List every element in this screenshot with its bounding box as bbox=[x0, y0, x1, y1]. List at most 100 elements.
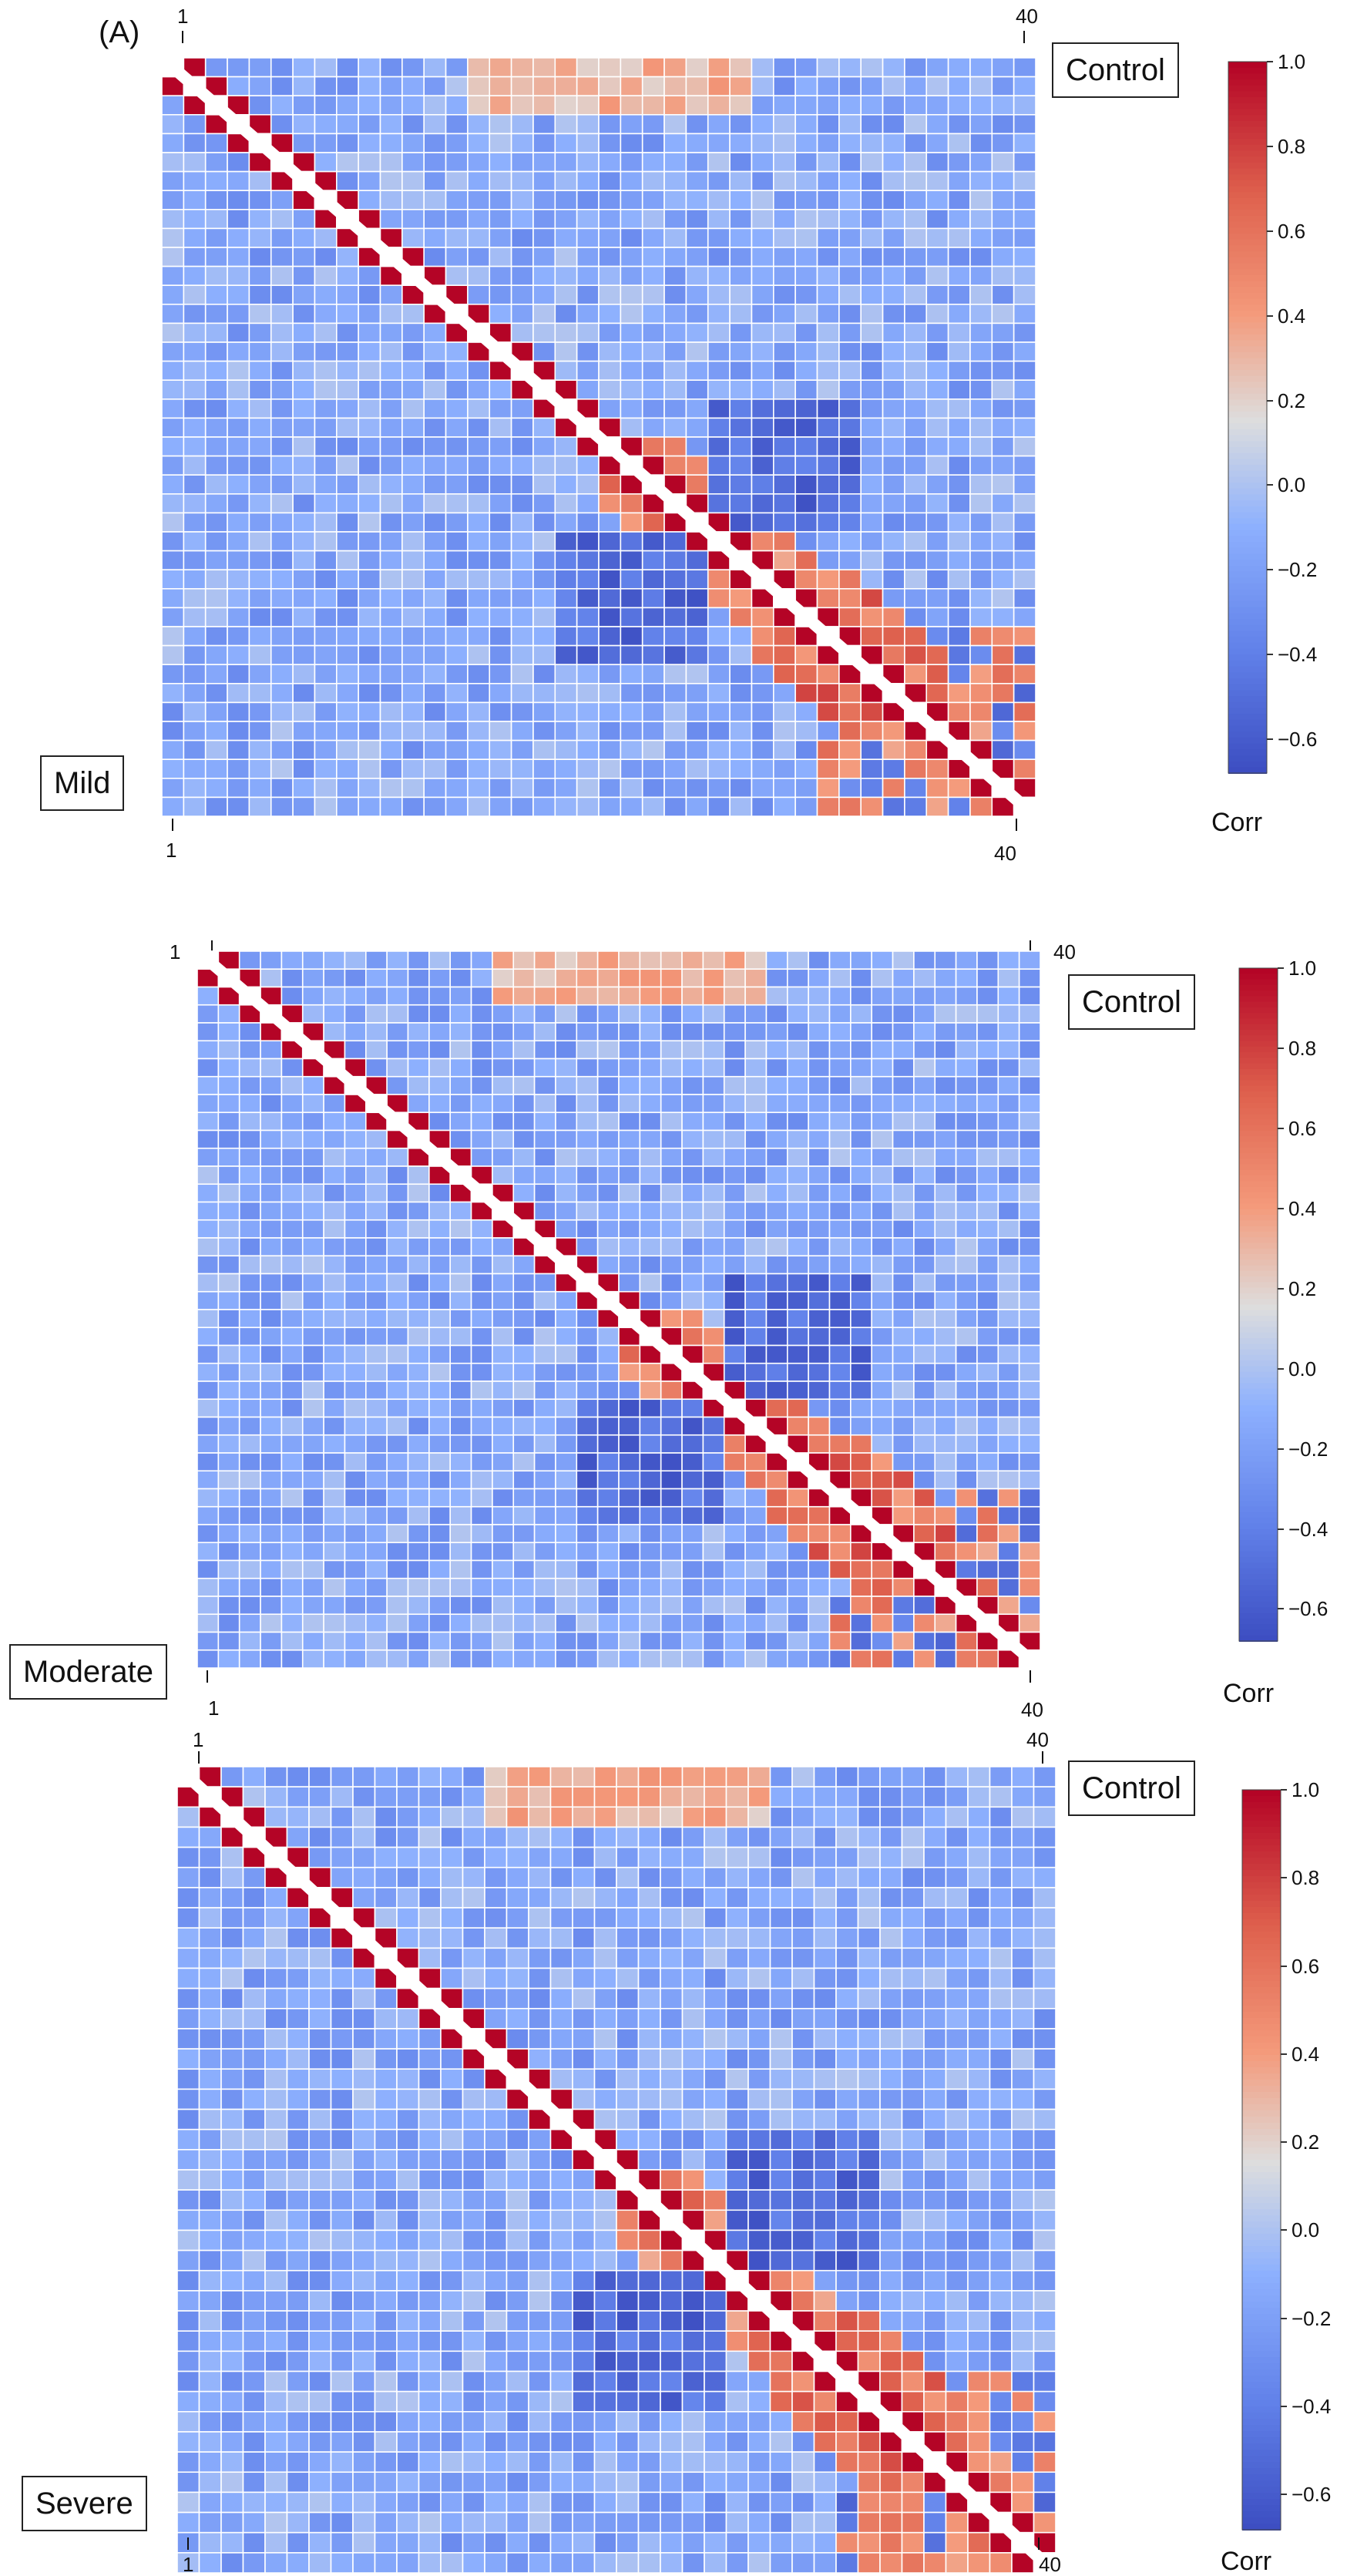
heatmap-cell bbox=[725, 2028, 749, 2050]
heatmap-cell bbox=[816, 303, 840, 325]
heatmap-cell bbox=[445, 398, 469, 419]
heatmap-cell bbox=[407, 1165, 430, 1185]
heatmap-cell bbox=[467, 284, 491, 305]
heatmap-cell bbox=[220, 1927, 244, 1949]
heatmap-cell bbox=[707, 170, 731, 192]
heatmap-cell bbox=[729, 57, 753, 78]
heatmap-cell bbox=[794, 303, 818, 325]
heatmap-cell bbox=[336, 587, 359, 609]
colorbar-segment bbox=[1239, 974, 1278, 980]
heatmap-cell bbox=[344, 1631, 367, 1651]
heatmap-cell bbox=[616, 2471, 640, 2494]
heatmap-cell bbox=[639, 1416, 662, 1436]
heatmap-cell bbox=[323, 950, 346, 970]
heatmap-cell bbox=[857, 2088, 881, 2110]
heatmap-cell bbox=[828, 1524, 852, 1544]
heatmap-cell bbox=[227, 341, 250, 362]
heatmap-cell bbox=[467, 493, 491, 514]
heatmap-cell bbox=[660, 2249, 684, 2272]
heatmap-cell bbox=[904, 95, 928, 116]
heatmap-cell bbox=[934, 1022, 957, 1042]
heatmap-cell bbox=[955, 1488, 978, 1508]
heatmap-cell bbox=[969, 493, 993, 514]
heatmap-cell bbox=[204, 303, 228, 325]
colorbar-segment bbox=[1239, 1097, 1278, 1104]
heatmap-cell bbox=[301, 1129, 324, 1149]
heatmap-cell bbox=[813, 2491, 837, 2514]
heatmap-cell bbox=[440, 1927, 464, 1949]
heatmap-cell bbox=[765, 1183, 788, 1203]
heatmap-cell bbox=[923, 1866, 947, 1888]
heatmap-cell bbox=[828, 1183, 852, 1203]
heatmap-cell bbox=[1033, 2390, 1056, 2413]
heatmap-cell bbox=[723, 1344, 746, 1364]
heatmap-cell bbox=[512, 1058, 536, 1078]
heatmap-cell bbox=[176, 2189, 200, 2211]
heatmap-cell bbox=[238, 1488, 261, 1508]
heatmap-cell bbox=[871, 1219, 894, 1239]
heatmap-cell bbox=[685, 796, 709, 817]
heatmap-cell bbox=[374, 2471, 398, 2494]
heatmap-cell bbox=[407, 1631, 430, 1651]
heatmap-cell bbox=[365, 950, 388, 970]
heatmap-cell bbox=[660, 2350, 684, 2373]
heatmap-cell bbox=[813, 1766, 837, 1787]
heatmap-cell bbox=[264, 2048, 288, 2070]
heatmap-cell bbox=[204, 227, 228, 248]
heatmap-cell bbox=[751, 531, 774, 552]
heatmap-cell bbox=[729, 474, 753, 495]
heatmap-cell bbox=[301, 1649, 324, 1669]
heatmap-cell bbox=[510, 455, 534, 476]
heatmap-cell bbox=[882, 152, 905, 173]
heatmap-cell bbox=[217, 1362, 240, 1382]
heatmap-cell bbox=[396, 2189, 420, 2211]
colorbar-segment bbox=[1228, 287, 1267, 294]
heatmap-cell bbox=[449, 1488, 472, 1508]
heatmap-cell bbox=[449, 1129, 472, 1149]
heatmap-cell bbox=[428, 1362, 452, 1382]
heatmap-cell bbox=[729, 664, 753, 684]
heatmap-cell bbox=[555, 1649, 578, 1669]
heatmap-cell bbox=[533, 1416, 556, 1436]
heatmap-cell bbox=[554, 493, 578, 514]
heatmap-cell bbox=[685, 664, 709, 684]
heatmap-cell bbox=[344, 1542, 367, 1562]
heatmap-cell bbox=[934, 1524, 957, 1544]
heatmap-cell bbox=[330, 1806, 354, 1828]
heatmap-cell bbox=[280, 1434, 304, 1454]
colorbar-segment bbox=[1239, 1568, 1278, 1575]
heatmap-cell bbox=[660, 2471, 684, 2494]
heatmap-cell bbox=[1033, 2471, 1056, 2494]
heatmap-cell bbox=[681, 2451, 705, 2473]
heatmap-cell bbox=[816, 360, 840, 382]
heatmap-cell bbox=[197, 1596, 220, 1616]
colorbar-tick-mark bbox=[1278, 967, 1284, 969]
heatmap-cell bbox=[1018, 968, 1041, 988]
heatmap-cell bbox=[510, 682, 534, 704]
heatmap-cell bbox=[344, 1577, 367, 1597]
heatmap-cell bbox=[532, 190, 556, 210]
heatmap-cell bbox=[401, 721, 425, 742]
heatmap-cell bbox=[892, 1505, 915, 1525]
heatmap-cell bbox=[707, 607, 731, 627]
heatmap-cell bbox=[220, 2028, 244, 2050]
heatmap-cell bbox=[616, 1786, 640, 1808]
heatmap-cell bbox=[292, 227, 316, 248]
heatmap-cell bbox=[161, 644, 185, 665]
heatmap-cell bbox=[794, 493, 818, 514]
heatmap-cell bbox=[725, 1846, 749, 1868]
heatmap-cell bbox=[838, 247, 862, 267]
heatmap-cell bbox=[616, 2330, 640, 2352]
heatmap-cell bbox=[301, 1470, 324, 1490]
heatmap-cell bbox=[470, 1524, 493, 1544]
heatmap-cell bbox=[913, 1058, 936, 1078]
colorbar-segment bbox=[1228, 701, 1267, 709]
heatmap-cell bbox=[813, 2390, 837, 2413]
heatmap-cell bbox=[576, 1165, 599, 1185]
heatmap-cell bbox=[467, 796, 491, 817]
heatmap-cell bbox=[816, 341, 840, 362]
heatmap-cell bbox=[747, 2028, 771, 2050]
heatmap-cell bbox=[489, 550, 512, 570]
heatmap-cell bbox=[554, 133, 578, 153]
heatmap-cell bbox=[857, 2229, 881, 2251]
